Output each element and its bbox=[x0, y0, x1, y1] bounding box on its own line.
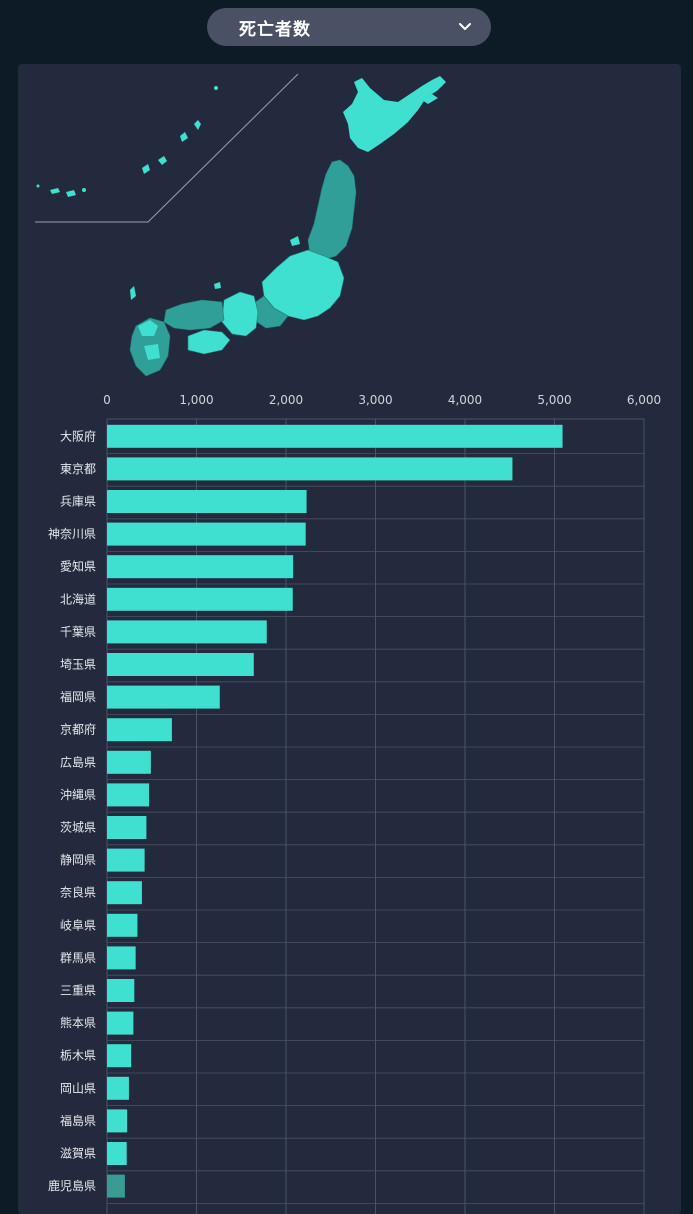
kinki bbox=[221, 291, 259, 337]
bar bbox=[107, 881, 142, 905]
category-label: 岐阜県 bbox=[60, 918, 96, 932]
bar bbox=[107, 1044, 132, 1068]
metric-dropdown-label: 死亡者数 bbox=[239, 19, 311, 40]
bar bbox=[107, 1011, 134, 1035]
bar bbox=[107, 718, 172, 742]
shikoku bbox=[187, 329, 231, 355]
category-label: 熊本県 bbox=[60, 1015, 96, 1030]
tsushima-island bbox=[130, 286, 136, 300]
bar bbox=[107, 620, 267, 644]
bar bbox=[107, 1174, 125, 1198]
bar bbox=[107, 848, 145, 872]
category-label: 群馬県 bbox=[60, 951, 96, 965]
category-label: 大阪府 bbox=[60, 428, 96, 443]
bar bbox=[107, 750, 151, 774]
category-label: 静岡県 bbox=[60, 853, 96, 867]
tohoku bbox=[307, 159, 357, 261]
x-tick-label: 6,000 bbox=[627, 393, 661, 407]
chugoku bbox=[163, 299, 225, 331]
chart-panel: 0 1,000 2,000 3,000 4,000 5,000 6,000 大阪府東京都兵庫県… bbox=[18, 64, 681, 1214]
japan-map[interactable] bbox=[18, 64, 681, 384]
fukuoka bbox=[138, 320, 158, 336]
category-label: 鹿児島県 bbox=[48, 1178, 96, 1193]
bar bbox=[107, 1076, 129, 1100]
x-tick-label: 1,000 bbox=[179, 393, 213, 407]
category-label: 福島県 bbox=[60, 1113, 96, 1128]
bar bbox=[107, 490, 307, 513]
bar bbox=[107, 424, 563, 448]
category-label: 神奈川県 bbox=[48, 527, 96, 541]
metric-dropdown[interactable]: 死亡者数 bbox=[207, 8, 491, 46]
category-label: 茨城県 bbox=[60, 821, 96, 835]
bar-chart: 0 1,000 2,000 3,000 4,000 5,000 6,000 大阪府東京都兵庫県… bbox=[48, 393, 661, 1214]
category-label: 三重県 bbox=[60, 984, 96, 998]
category-label: 京都府 bbox=[60, 722, 96, 737]
bar bbox=[107, 522, 306, 546]
category-label: 沖縄県 bbox=[60, 787, 96, 802]
bar bbox=[107, 587, 293, 611]
bar bbox=[107, 979, 135, 1002]
x-tick-label: 5,000 bbox=[537, 393, 571, 407]
x-tick-label: 3,000 bbox=[358, 393, 392, 407]
kumamoto bbox=[144, 344, 160, 360]
hokkaido bbox=[343, 76, 446, 152]
x-tick-label: 4,000 bbox=[448, 393, 482, 407]
bar bbox=[107, 1142, 127, 1165]
hokkaido-tip bbox=[422, 94, 438, 104]
x-tick-label: 2,000 bbox=[269, 393, 303, 407]
bar bbox=[107, 946, 136, 970]
category-label: 栃木県 bbox=[60, 1049, 96, 1063]
category-label: 滋賀県 bbox=[60, 1147, 96, 1161]
category-label: 埼玉県 bbox=[60, 658, 96, 672]
sado-island bbox=[290, 236, 300, 246]
oki-island bbox=[214, 282, 221, 289]
category-label: 北海道 bbox=[60, 591, 96, 606]
bar bbox=[107, 457, 513, 481]
bar bbox=[107, 783, 150, 807]
category-label: 東京都 bbox=[60, 462, 96, 476]
bar bbox=[107, 913, 138, 937]
okinawa-inset-divider bbox=[35, 73, 299, 223]
chevron-down-icon bbox=[457, 19, 473, 35]
category-label: 岡山県 bbox=[60, 1081, 96, 1095]
bar bbox=[107, 555, 294, 579]
category-label: 奈良県 bbox=[60, 885, 96, 900]
x-tick-label: 0 bbox=[103, 393, 111, 407]
category-label: 福岡県 bbox=[60, 689, 96, 704]
bar bbox=[107, 816, 147, 839]
category-label: 千葉県 bbox=[60, 625, 96, 639]
category-label: 広島県 bbox=[60, 754, 96, 769]
bar bbox=[107, 1109, 128, 1133]
category-label: 兵庫県 bbox=[60, 495, 96, 509]
okinawa-islands bbox=[36, 86, 218, 197]
category-label: 愛知県 bbox=[60, 560, 96, 574]
bar bbox=[107, 685, 220, 709]
bar bbox=[107, 653, 254, 676]
